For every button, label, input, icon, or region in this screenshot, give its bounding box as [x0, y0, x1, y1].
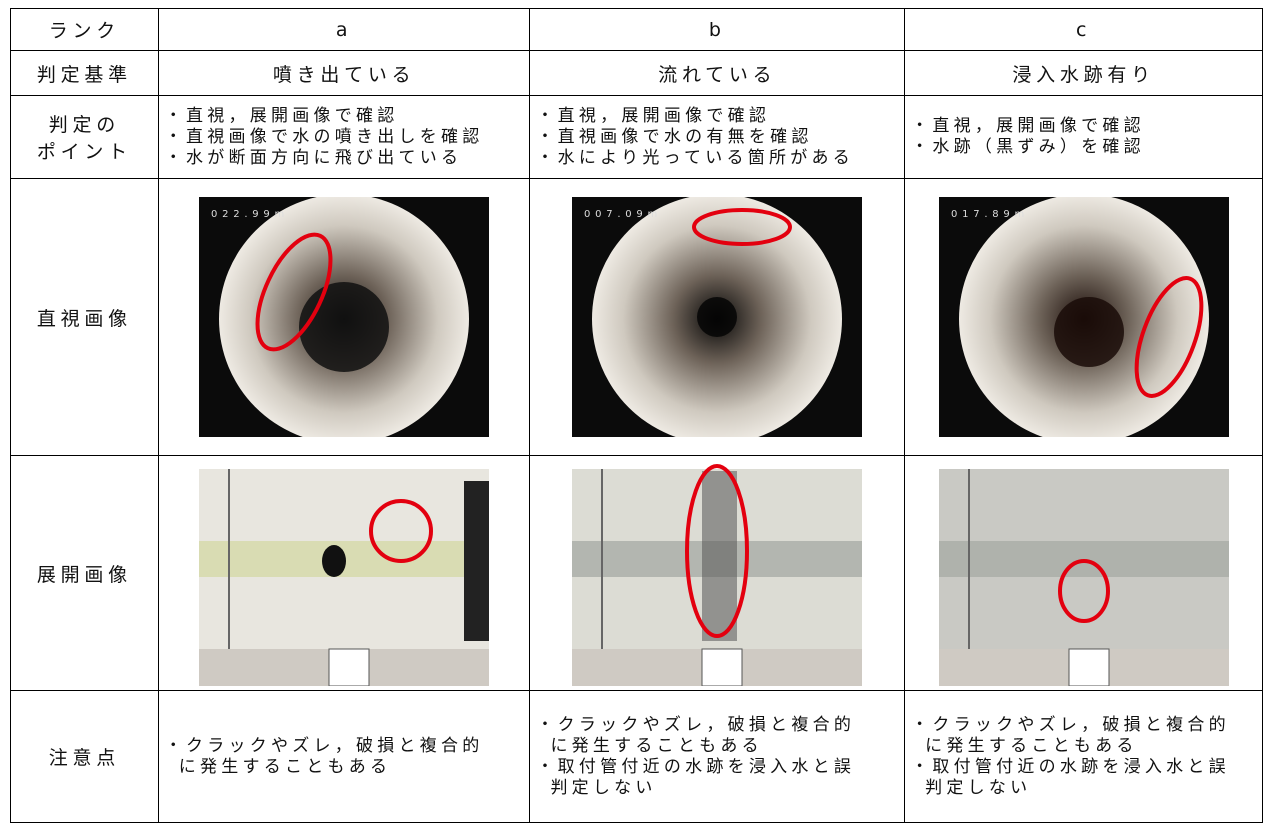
points-cell: ・直視，展開画像で確認 ・水跡（黒ずみ）を確認: [904, 95, 1263, 179]
header-cell: a: [157, 8, 531, 51]
header-cell: ランク: [10, 8, 159, 51]
pipe-hole: [697, 297, 738, 337]
row-label: 判定基準: [10, 50, 159, 96]
text-line: ・クラックやズレ，破損と複合的: [536, 714, 856, 735]
text-line: ・直視，展開画像で確認: [164, 105, 399, 126]
direct-photo: 017.89m: [938, 197, 1229, 437]
row-label: 展開画像: [10, 455, 159, 691]
label-box: [328, 648, 370, 686]
text-line: ・水により光っている箇所がある: [536, 147, 854, 168]
pipe-hole: [1053, 297, 1124, 367]
text-line: 判定しない: [925, 777, 1032, 798]
water-stain: [702, 470, 738, 641]
row-label: 注意点: [10, 690, 159, 823]
row-label: 判定の ポイント: [10, 95, 159, 179]
criteria-row: 判定基準 噴き出ている 流れている 浸入水跡有り: [10, 50, 1263, 96]
photo-caption: 022.99m: [211, 209, 289, 220]
pipe-hole: [299, 282, 390, 372]
text-line: ・取付管付近の水跡を浸入水と誤: [911, 756, 1230, 777]
header-row: ランク a b c: [10, 8, 1263, 51]
text-line: ・クラックやズレ，破損と複合的: [911, 714, 1230, 735]
photo-caption: 017.89m: [951, 209, 1029, 220]
highlight: [369, 498, 434, 563]
direct-photo: 022.99m: [199, 197, 490, 437]
highlight: [692, 208, 793, 246]
image-cell: [157, 455, 531, 691]
text-line: ・クラックやズレ，破損と複合的: [164, 735, 484, 756]
image-cell: 022.99m: [157, 178, 531, 456]
rank-table: ランク a b c 判定基準 噴き出ている 流れている 浸入水跡有り 判定の ポイント ・直視，展開…: [10, 8, 1263, 823]
row-label: 直視画像: [10, 178, 159, 456]
expanded-photo: [572, 460, 863, 686]
highlight: [1134, 276, 1203, 398]
lateral: [322, 544, 347, 577]
criteria-cell: 浸入水跡有り: [904, 50, 1263, 96]
expanded-photo: [938, 460, 1229, 686]
expanded-photo: [199, 460, 490, 686]
text-line: に発生することもある: [178, 756, 392, 777]
image-cell: 007.09m: [529, 178, 906, 456]
photo-caption: 007.09m: [584, 209, 662, 220]
dark-edge: [464, 480, 490, 641]
notes-cell: ・クラックやズレ，破損と複合的 に発生することもある: [157, 690, 531, 823]
criteria-cell: 流れている: [529, 50, 906, 96]
direct-photo: 007.09m: [572, 197, 863, 437]
text-line: ポイント: [36, 141, 132, 163]
points-row: 判定の ポイント ・直視，展開画像で確認 ・直視画像で水の噴き出しを確認 ・水が断面方向…: [10, 95, 1263, 179]
text-line: に発生することもある: [550, 735, 763, 756]
highlight: [255, 232, 333, 352]
label-box: [701, 648, 743, 686]
image-cell: [529, 455, 906, 691]
text-line: ・直視画像で水の噴き出しを確認: [164, 126, 484, 147]
image-cell: [904, 455, 1263, 691]
text-line: ・水が断面方向に飛び出ている: [164, 147, 463, 168]
header-cell: c: [904, 8, 1263, 51]
table-body: ランク a b c 判定基準 噴き出ている 流れている 浸入水跡有り 判定の ポイント ・直視，展開…: [10, 8, 1263, 823]
text-line: ・直視画像で水の有無を確認: [536, 126, 813, 147]
image-cell: 017.89m: [904, 178, 1263, 456]
points-cell: ・直視，展開画像で確認 ・直視画像で水の有無を確認 ・水により光っている箇所がある: [529, 95, 906, 179]
label-box: [1068, 648, 1110, 686]
text-line: 判定しない: [550, 777, 657, 798]
text-line: ・直視，展開画像で確認: [911, 116, 1145, 136]
notes-cell: ・クラックやズレ，破損と複合的 に発生することもある ・取付管付近の水跡を浸入水と誤…: [529, 690, 906, 823]
text-line: ・直視，展開画像で確認: [536, 105, 771, 126]
highlight: [685, 463, 750, 638]
header-cell: b: [529, 8, 906, 51]
notes-row: 注意点 ・クラックやズレ，破損と複合的 に発生することもある ・クラックやズレ，破損と…: [10, 690, 1263, 823]
points-cell: ・直視，展開画像で確認 ・直視画像で水の噴き出しを確認 ・水が断面方向に飛び出ている: [157, 95, 531, 179]
criteria-cell: 噴き出ている: [157, 50, 531, 96]
notes-cell: ・クラックやズレ，破損と複合的 に発生することもある ・取付管付近の水跡を浸入水と誤…: [904, 690, 1263, 823]
text-line: 判定の: [48, 114, 120, 136]
text-line: ・水跡（黒ずみ）を確認: [911, 137, 1145, 157]
text-line: に発生することもある: [925, 735, 1138, 756]
highlight: [1057, 558, 1110, 623]
direct-row: 直視画像 022.99m 007.09m 017.89m: [10, 178, 1263, 456]
text-line: ・取付管付近の水跡を浸入水と誤: [536, 756, 856, 777]
expanded-row: 展開画像: [10, 455, 1263, 691]
